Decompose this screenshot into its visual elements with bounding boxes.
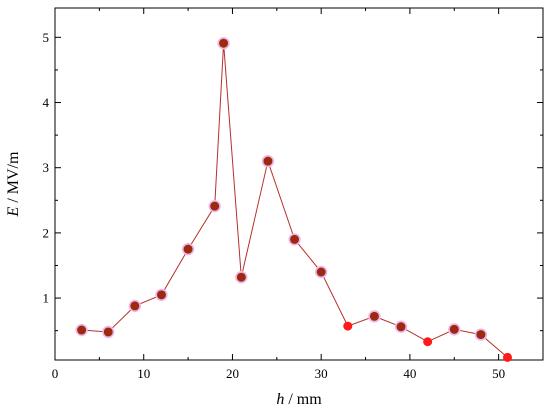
data-point — [290, 234, 300, 244]
y-tick-label: 4 — [43, 95, 50, 110]
data-point — [316, 267, 326, 277]
x-tick-label: 50 — [492, 366, 505, 381]
x-axis-unit: / mm — [284, 391, 322, 408]
data-point — [449, 324, 459, 334]
y-axis-title: E / MV/m — [5, 151, 22, 217]
data-point — [263, 156, 273, 166]
data-point — [130, 301, 140, 311]
x-tick-label: 30 — [315, 366, 328, 381]
data-point — [156, 290, 166, 300]
y-axis-unit: / MV/m — [5, 151, 22, 207]
y-axis-var: E — [5, 206, 22, 217]
data-point — [210, 201, 220, 211]
x-tick-label: 10 — [137, 366, 150, 381]
data-point — [236, 272, 246, 282]
data-point — [219, 38, 229, 48]
data-point — [503, 352, 513, 362]
series-line — [81, 43, 508, 358]
data-point — [396, 322, 406, 332]
x-tick-label: 0 — [52, 366, 59, 381]
data-point — [343, 321, 353, 331]
x-tick-label: 40 — [403, 366, 416, 381]
data-point — [103, 327, 113, 337]
data-point — [77, 325, 87, 335]
data-point — [423, 337, 433, 347]
x-tick-label: 20 — [226, 366, 239, 381]
plot-border — [54, 7, 544, 361]
data-point — [183, 244, 193, 254]
series-group — [75, 37, 513, 362]
x-axis-title: h / mm — [276, 391, 322, 408]
x-axis-var: h — [276, 391, 284, 408]
y-tick-label: 5 — [43, 30, 50, 45]
plot-frame — [54, 7, 544, 361]
data-point — [476, 330, 486, 340]
data-point — [369, 311, 379, 321]
y-tick-label: 2 — [43, 225, 50, 240]
axis-labels: h / mm E / MV/m — [5, 151, 322, 408]
axis-ticks: 0 10 20 30 40 50 1 2 3 4 5 — [43, 8, 543, 381]
y-tick-label: 3 — [43, 160, 50, 175]
y-tick-label: 1 — [43, 291, 50, 306]
